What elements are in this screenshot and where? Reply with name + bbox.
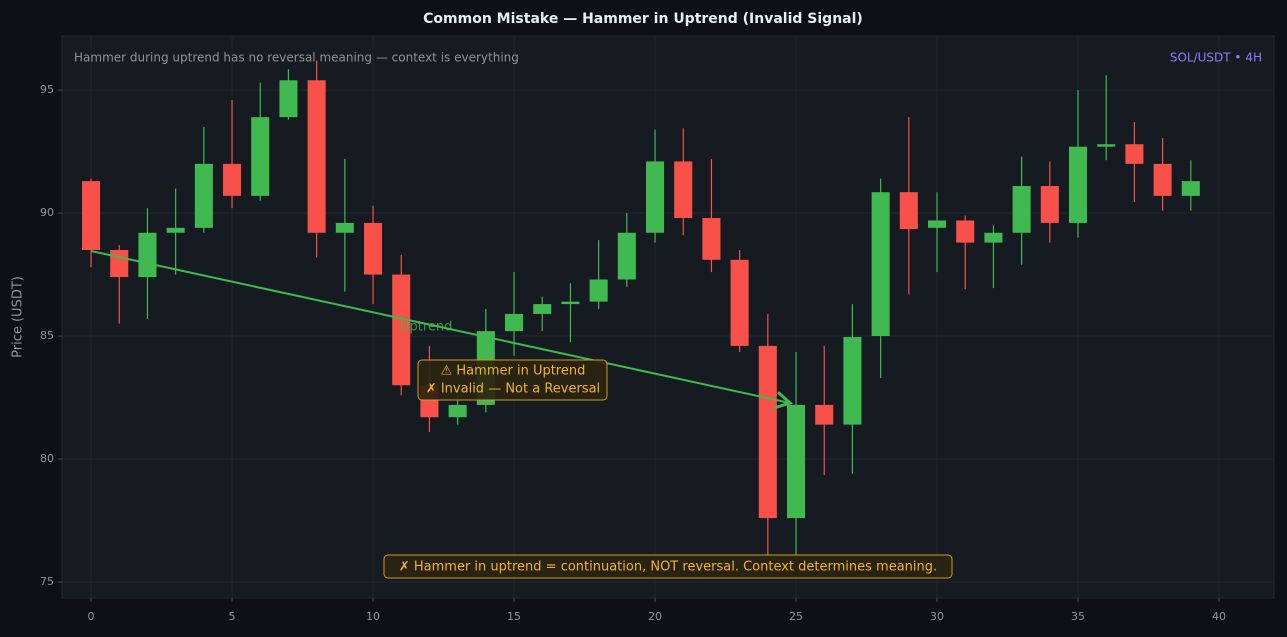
candle-body [1153, 163, 1172, 196]
x-tick-label: 15 [507, 610, 521, 623]
candle-body [646, 161, 665, 233]
candle-body [1097, 144, 1116, 147]
candles [82, 60, 1200, 555]
note-box [383, 554, 953, 579]
candle-body [533, 304, 552, 314]
symbol-label: SOL/USDT • 4H [1170, 51, 1262, 65]
x-tick-label: 10 [366, 610, 380, 623]
candle-body [110, 249, 129, 278]
candle-body [335, 222, 354, 233]
candle-body [758, 345, 777, 519]
x-tick-label: 40 [1212, 610, 1226, 623]
candle-body [364, 222, 383, 275]
y-axis-label: Price (USDT) [11, 276, 26, 358]
y-tick-label: 85 [40, 329, 54, 342]
x-tick-label: 20 [648, 610, 662, 623]
candle-body [194, 163, 213, 228]
candle-body [589, 279, 608, 302]
candle-body [1181, 181, 1200, 196]
candle-body [392, 274, 411, 386]
trend-arrow [90, 250, 793, 410]
y-tick-label: 90 [40, 206, 54, 219]
candle-body [166, 227, 185, 233]
y-tick-label: 80 [40, 452, 54, 465]
candle-body [1012, 186, 1031, 233]
candle-body [505, 313, 524, 332]
candle-body [815, 404, 834, 425]
candle-body [674, 161, 693, 219]
candle-body [307, 80, 326, 233]
candle-body [787, 404, 806, 519]
candle-body [927, 220, 947, 228]
annotation-box [417, 359, 608, 401]
candle-body [843, 337, 862, 425]
x-tick-label: 0 [88, 610, 95, 623]
candle-body [1068, 146, 1088, 223]
candle-body [448, 404, 467, 418]
candle-body [899, 192, 918, 230]
candle-body [82, 181, 101, 250]
candle-body [730, 259, 749, 346]
x-tick-label: 5 [229, 610, 236, 623]
y-tick-label: 95 [40, 83, 54, 96]
x-tick-label: 25 [789, 610, 803, 623]
annotation-line: ⚠ Hammer in Uptrend [441, 364, 586, 379]
candle-body [223, 163, 242, 196]
candle-body [251, 117, 270, 196]
candle-body [871, 192, 890, 337]
candle-body [617, 232, 636, 280]
chart-title: Common Mistake — Hammer in Uptrend (Inva… [423, 11, 863, 27]
annotation-line: ✗ Invalid — Not a Reversal [426, 382, 600, 397]
candle-body [1040, 186, 1059, 223]
candle-body [1125, 144, 1144, 164]
candle-body [561, 301, 580, 305]
plot-area [61, 35, 1275, 599]
note: ✗ Hammer in uptrend = continuation, NOT … [399, 560, 937, 575]
candle-body [956, 220, 975, 243]
candle-body [138, 232, 157, 278]
subtitle: Hammer during uptrend has no reversal me… [74, 51, 519, 65]
x-tick-label: 30 [930, 610, 944, 623]
candle-body [279, 80, 298, 118]
candle-body [702, 218, 721, 260]
y-tick-label: 75 [40, 575, 54, 588]
trend-label: Uptrend [400, 320, 452, 335]
x-tick-label: 35 [1071, 610, 1085, 623]
candle-body [984, 232, 1003, 243]
